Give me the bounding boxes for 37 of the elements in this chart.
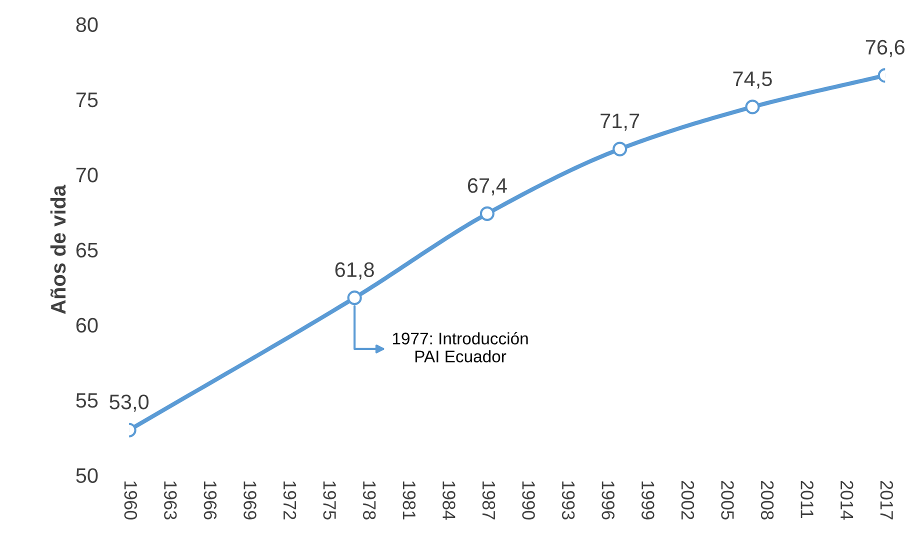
x-tick-label: 1963 bbox=[164, 481, 177, 520]
x-tick-label: 1981 bbox=[402, 481, 416, 520]
x-tick-label: 1990 bbox=[522, 481, 535, 520]
x-tick-label: 2017 bbox=[880, 480, 894, 520]
x-tick-label: 2011 bbox=[800, 480, 814, 518]
data-label: 74,5 bbox=[733, 72, 772, 89]
x-tick-label: 1993 bbox=[562, 481, 575, 520]
x-tick-label: 1966 bbox=[204, 481, 217, 520]
x-tick-label: 1969 bbox=[244, 481, 256, 520]
data-label: 67,4 bbox=[468, 178, 507, 196]
data-label: 61,8 bbox=[335, 262, 374, 280]
x-tick-label: 2008 bbox=[760, 480, 774, 520]
x-tick-label: 1960 bbox=[124, 481, 138, 520]
x-tick-label: 1984 bbox=[442, 481, 456, 520]
x-tick-label: 1978 bbox=[362, 481, 376, 520]
data-label: 76,6 bbox=[866, 40, 904, 58]
y-tick-label: 60 bbox=[76, 318, 98, 333]
point bbox=[480, 206, 494, 221]
y-tick-label: 80 bbox=[76, 17, 98, 32]
y-tick-label: 75 bbox=[76, 92, 98, 108]
data-label: 71,7 bbox=[600, 114, 640, 131]
y-tick-label: 70 bbox=[76, 168, 98, 182]
y-tick-label: 65 bbox=[76, 242, 98, 258]
x-tick-label: 1996 bbox=[602, 481, 615, 520]
data-label: 53,0 bbox=[110, 394, 149, 412]
x-tick-label: 1999 bbox=[642, 481, 654, 520]
x-tick-label: 2005 bbox=[721, 480, 734, 520]
x-tick-label: 1975 bbox=[323, 481, 336, 520]
point bbox=[612, 142, 628, 156]
annotation: 1977: Introducción PAI Ecuador bbox=[392, 332, 528, 362]
x-tick-label: 2002 bbox=[681, 480, 694, 520]
x-tick-label: 1987 bbox=[482, 481, 496, 520]
y-tick-label: 50 bbox=[76, 468, 98, 483]
x-tick-label: 1972 bbox=[283, 481, 296, 520]
y-tick-label: 55 bbox=[76, 393, 98, 408]
x-tick-label: 2014 bbox=[840, 480, 854, 520]
y-axis-title: Años de vida bbox=[50, 184, 66, 314]
